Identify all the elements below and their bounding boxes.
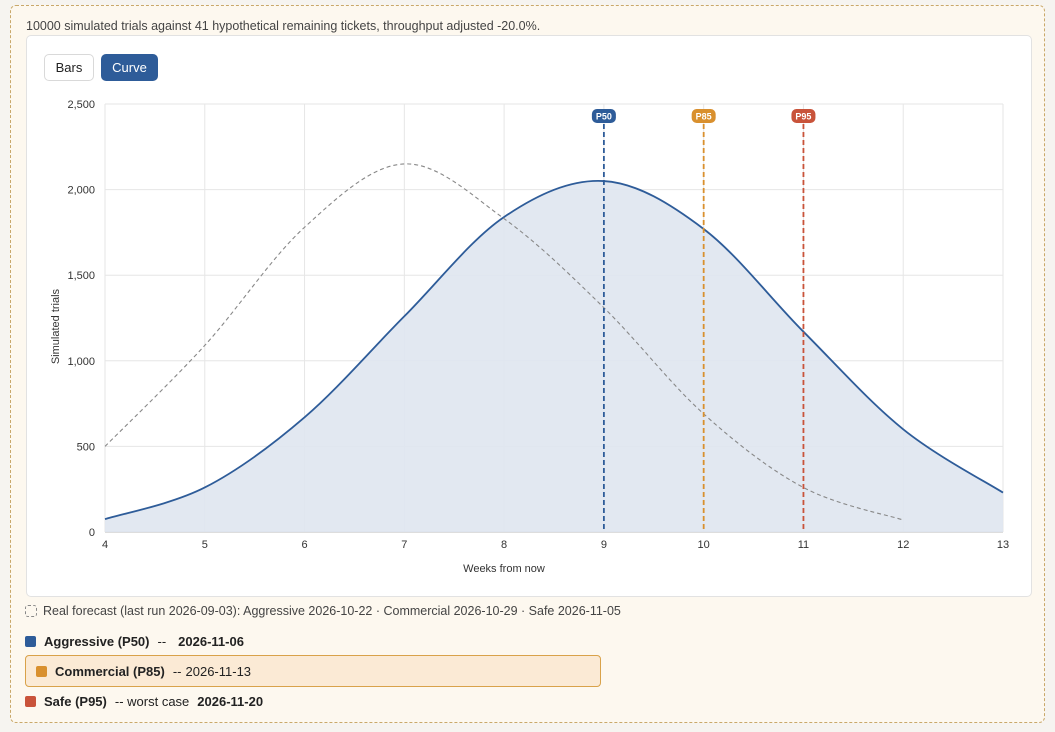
simulation-summary: 10000 simulated trials against 41 hypoth… (26, 19, 541, 33)
legend-name: Commercial (P85) (55, 663, 165, 679)
y-tick-label: 2,000 (67, 185, 95, 197)
real-forecast-text: Real forecast (last run 2026-09-03): Agg… (43, 604, 621, 618)
x-tick-label: 8 (501, 539, 507, 551)
x-tick-label: 10 (698, 539, 710, 551)
chart-card: Bars Curve P50 P85 P95 4 5 6 7 8 9 10 11 12 13 0 500 1,… (26, 35, 1032, 597)
legend-name: Aggressive (P50) (44, 634, 150, 649)
x-tick-label: 6 (301, 539, 307, 551)
x-tick-label: 12 (897, 539, 909, 551)
safe-swatch-icon (25, 696, 36, 707)
legend-safe[interactable]: Safe (P95) -- worst case 2026-11-20 (25, 694, 263, 709)
legend-commercial[interactable]: Commercial (P85) -- 2026-11-13 (25, 655, 601, 687)
y-tick-label: 2,500 (67, 99, 95, 111)
y-axis-label: Simulated trials (50, 288, 62, 364)
series-line-primary (104, 180, 1004, 521)
real-forecast-row: Real forecast (last run 2026-09-03): Agg… (25, 604, 621, 618)
x-tick-label: 4 (102, 539, 108, 551)
legend-date: 2026-11-06 (178, 634, 244, 649)
aggressive-swatch-icon (25, 636, 36, 647)
percentile-marker-badge (791, 109, 816, 123)
x-tick-label: 9 (601, 539, 607, 551)
commercial-swatch-icon (36, 665, 47, 677)
legend-aggressive[interactable]: Aggressive (P50) -- 2026-11-06 (25, 634, 244, 649)
legend-date: 2026-11-13 (185, 663, 252, 679)
series-area-fill (105, 180, 1003, 533)
percentile-marker-badge (591, 109, 616, 123)
y-tick-label: 1,000 (67, 356, 95, 368)
legend-note: -- (172, 663, 182, 679)
dashed-series-icon (25, 605, 37, 617)
percentile-marker-badge (691, 109, 716, 123)
forecast-chart: P50 P85 P95 4 5 6 7 8 9 10 11 12 13 0 500 1,000 1,500 2,0… (50, 99, 1009, 575)
series-line-dashed (104, 163, 904, 521)
curve-toggle-button[interactable]: Curve (101, 54, 158, 81)
y-tick-label: 0 (89, 527, 95, 539)
x-tick-label: 5 (202, 539, 208, 551)
percentile-marker-label: P50 (596, 112, 612, 122)
x-axis-label: Weeks from now (463, 563, 545, 575)
bars-toggle-button[interactable]: Bars (44, 54, 94, 81)
legend-date: 2026-11-20 (197, 694, 264, 709)
y-tick-label: 500 (77, 441, 95, 453)
x-tick-label: 7 (401, 539, 407, 551)
y-tick-label: 1,500 (67, 270, 95, 282)
x-tick-label: 11 (798, 539, 809, 551)
legend-note: -- worst case (114, 694, 190, 709)
legend-note: -- (157, 634, 167, 649)
percentile-marker-label: P95 (795, 112, 811, 122)
legend-name: Safe (P95) (44, 694, 107, 709)
percentile-marker-label: P85 (696, 112, 712, 122)
x-tick-label: 13 (997, 539, 1009, 551)
